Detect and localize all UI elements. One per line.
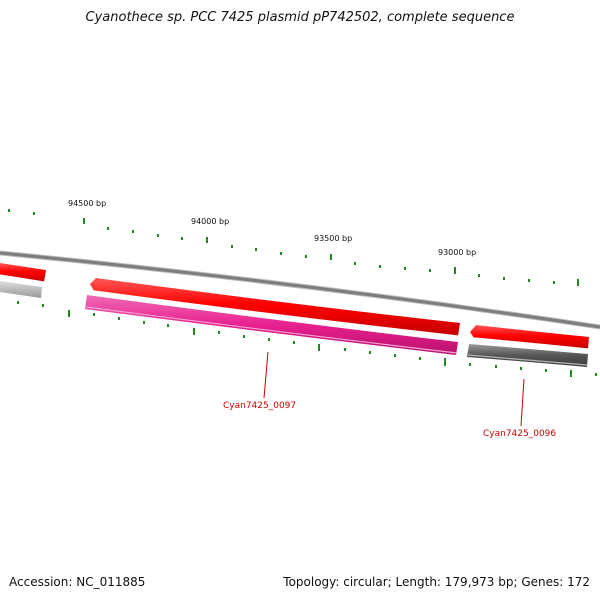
scale-label-93000: 93000 bp [438,248,476,257]
gene-label-leader-0096 [520,378,525,427]
gene-label-cyan7425-0096[interactable]: Cyan7425_0096 [483,429,556,439]
scale-ticks-outer [8,209,579,286]
gene-cyan7425-0097[interactable] [85,295,458,355]
gene-label-leader-0097 [263,351,269,399]
scale-label-93500: 93500 bp [314,234,352,243]
gene-forward-left[interactable] [0,263,46,283]
gene-forward-right[interactable] [470,325,589,350]
gene-forward-middle[interactable] [90,278,460,337]
gene-cyan7425-0096[interactable] [467,344,588,367]
gene-label-cyan7425-0097[interactable]: Cyan7425_0097 [223,401,296,411]
scale-ticks-inner [17,301,597,377]
map-title: Cyanothece sp. PCC 7425 plasmid pP742502… [85,10,515,25]
backbone [0,251,600,329]
scale-label-94500: 94500 bp [68,199,106,208]
accession-text: Accession: NC_011885 [9,575,146,589]
sequence-summary-text: Topology: circular; Length: 179,973 bp; … [283,575,590,589]
scale-label-94000: 94000 bp [191,217,229,226]
gene-reverse-left-grey[interactable] [0,281,42,298]
